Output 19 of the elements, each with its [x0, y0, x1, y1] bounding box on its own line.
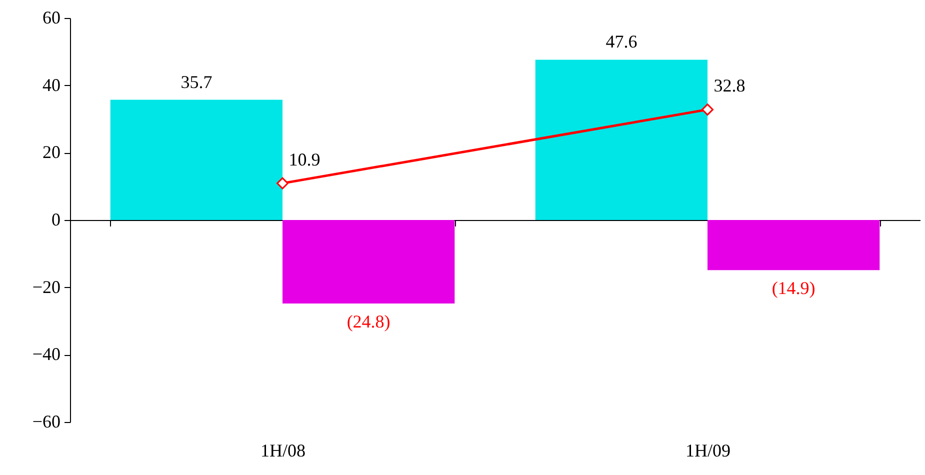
data-label: (14.9) [772, 278, 816, 298]
y-tick-label: 20 [42, 142, 60, 162]
data-label: (24.8) [346, 311, 390, 332]
y-tick-label: −60 [32, 412, 60, 432]
bar [535, 60, 708, 220]
data-label: 35.7 [180, 72, 212, 92]
x-tick-label: 1H/08 [260, 440, 306, 460]
data-label: 32.8 [714, 76, 746, 96]
data-label: 10.9 [288, 149, 320, 170]
y-tick-label: 60 [42, 8, 60, 28]
data-label: 47.6 [606, 32, 638, 52]
bar [282, 220, 455, 304]
bar [708, 220, 880, 270]
y-tick-label: 0 [52, 210, 60, 230]
y-tick-label: −40 [32, 344, 60, 364]
x-tick-label: 1H/09 [686, 440, 730, 460]
bar [110, 100, 282, 220]
y-tick-label: 40 [42, 74, 60, 95]
y-tick-label: −20 [32, 276, 60, 297]
